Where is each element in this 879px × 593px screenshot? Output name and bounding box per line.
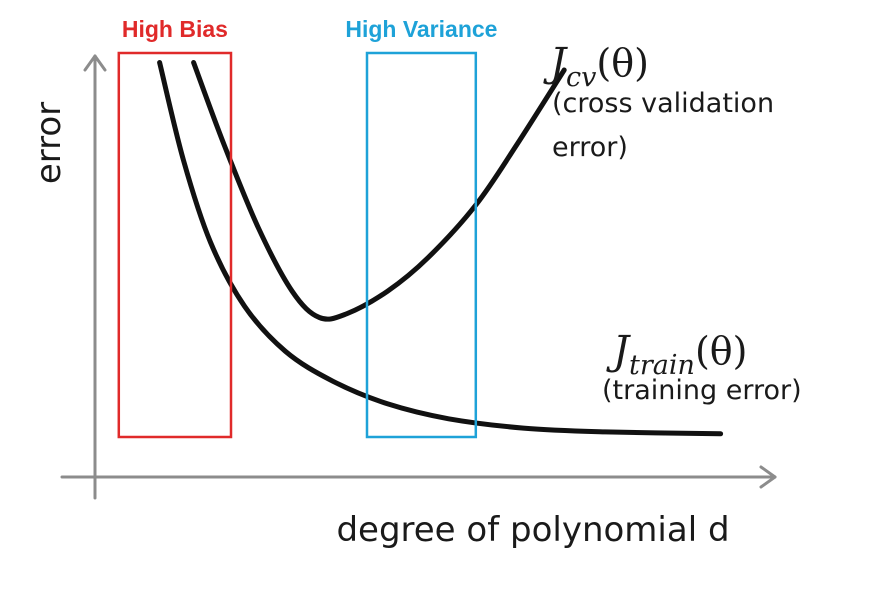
series-label-cv: Jcv(θ) (cross validation error) — [543, 40, 774, 163]
series-label-train: Jtrain(θ) (training error) — [602, 328, 802, 406]
region-high-variance-label: High Variance — [345, 16, 497, 42]
series-label-cv-math: Jcv(θ) — [543, 40, 649, 93]
series-group — [157, 60, 724, 437]
region-high-bias-box — [117, 51, 233, 439]
series-desc-cv-line1: (cross validation — [552, 88, 774, 119]
x-axis-arrow — [759, 465, 777, 489]
region-high-variance-box — [365, 51, 478, 439]
region-high-bias-label: High Bias — [122, 16, 228, 42]
regions-group: High Bias High Variance — [117, 16, 497, 439]
x-axis-label: degree of polynomial d — [336, 510, 729, 550]
axes — [60, 54, 777, 500]
series-line-cross-validation — [191, 60, 567, 322]
series-line-training — [157, 60, 724, 437]
series-label-train-math: Jtrain(θ) — [606, 328, 747, 381]
y-axis-arrow — [83, 54, 107, 72]
series-desc-train: (training error) — [602, 375, 802, 406]
y-axis-label: error — [29, 102, 69, 184]
series-desc-cv-line2: error) — [552, 132, 628, 163]
